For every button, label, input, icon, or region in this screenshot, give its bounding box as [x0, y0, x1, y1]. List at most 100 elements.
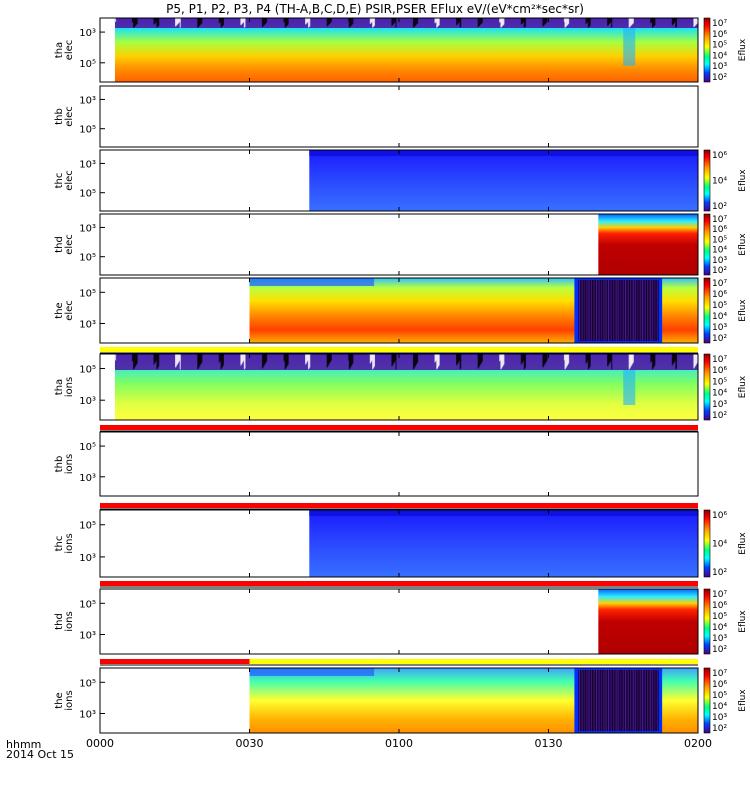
- gap-speck: [590, 280, 592, 341]
- gap-speck: [652, 670, 654, 731]
- gap-speck: [584, 670, 586, 731]
- gap-speck: [645, 280, 647, 341]
- gap-speck: [632, 670, 634, 731]
- colorbar-title: Eflux: [738, 38, 748, 61]
- y-tick-label: 10⁵: [79, 365, 96, 376]
- gap-speck: [619, 280, 621, 341]
- noise-speck: [563, 354, 566, 361]
- gap-speck: [612, 280, 614, 341]
- colorbar-label: 10⁵: [712, 691, 727, 701]
- noise-speck: [651, 18, 654, 28]
- noise-speck: [520, 354, 522, 365]
- time-axis-label: hhmm: [6, 738, 42, 751]
- noise-speck: [564, 354, 566, 370]
- gap-speck: [644, 670, 646, 731]
- gap-speck: [638, 280, 640, 341]
- colorbar-label: 10²: [712, 724, 727, 734]
- gap-speck: [650, 280, 652, 341]
- gap-speck: [654, 280, 656, 341]
- colorbar-title: Eflux: [738, 689, 748, 712]
- noise-speck: [477, 354, 479, 369]
- colorbar-thd-elec: [703, 213, 711, 276]
- gap-speck: [644, 280, 646, 341]
- gap-speck: [618, 670, 620, 731]
- y-tick-label: 10⁵: [79, 521, 96, 532]
- noise-band-tha-elec: [114, 18, 698, 28]
- spectrogram-thc-ions: [309, 510, 698, 577]
- gap-speck: [580, 670, 582, 731]
- panel-ylabel-thd-elec-probe: thd: [54, 236, 65, 253]
- noise-speck: [693, 18, 695, 27]
- gap-speck: [635, 280, 637, 341]
- noise-speck: [305, 18, 307, 25]
- panel-ylabel-thb-elec-species: elec: [64, 106, 75, 127]
- gap-speck: [593, 670, 595, 731]
- noise-speck: [542, 354, 544, 368]
- panel-ylabel-thb-ions-probe: thb: [54, 456, 65, 473]
- panel-frame-thb-elec: [99, 85, 699, 148]
- gap-speck: [578, 280, 580, 341]
- noise-speck: [153, 354, 155, 365]
- noise-speck: [520, 18, 522, 25]
- gap-speck: [628, 670, 630, 731]
- gap-speck: [584, 280, 586, 341]
- gap-speck: [652, 280, 654, 341]
- gap-speck: [613, 670, 615, 731]
- x-tick-label: 0030: [236, 737, 264, 750]
- gap-speck: [628, 280, 630, 341]
- noise-speck: [459, 354, 461, 370]
- gap-speck: [610, 670, 612, 731]
- gap-speck: [590, 670, 592, 731]
- gap-speck: [586, 280, 588, 341]
- noise-speck: [650, 354, 652, 363]
- y-tick-label: 10⁵: [79, 599, 96, 610]
- y-tick-label: 10³: [79, 28, 96, 39]
- gap-speck: [603, 280, 605, 341]
- gap-speck: [604, 670, 606, 731]
- y-tick-label: 10³: [79, 320, 96, 331]
- gap-speck: [581, 670, 583, 731]
- colorbar-tha-elec: [703, 17, 711, 83]
- gap-speck: [647, 670, 649, 731]
- gap-speck: [598, 670, 600, 731]
- y-tick-label: 10⁵: [79, 288, 96, 299]
- gap-speck: [606, 670, 608, 731]
- gap-speck: [643, 280, 645, 341]
- gap-speck: [585, 280, 587, 341]
- gap-speck: [627, 280, 629, 341]
- gap-speck: [652, 280, 654, 341]
- gap-speck: [622, 280, 624, 341]
- gap-speck: [607, 670, 609, 731]
- gap-speck: [615, 280, 617, 341]
- colorbar-label: 10⁶: [712, 511, 727, 521]
- noise-speck: [261, 18, 264, 27]
- noise-speck: [523, 18, 525, 28]
- panel-ylabel-thb-ions-species: ions: [64, 454, 75, 474]
- y-tick-label: 10³: [79, 95, 96, 106]
- noise-speck: [175, 354, 177, 368]
- gap-speck: [595, 670, 597, 731]
- y-tick-label: 10³: [79, 396, 96, 407]
- gap-speck: [587, 670, 589, 731]
- noise-speck: [628, 18, 630, 28]
- colorbar-label: 10²: [712, 202, 727, 212]
- gap-speck: [625, 670, 627, 731]
- noise-speck: [607, 18, 609, 26]
- noise-speck: [650, 18, 652, 24]
- noise-speck: [369, 354, 371, 364]
- colorbar-label: 10⁷: [712, 19, 727, 29]
- y-tick-label: 10³: [79, 159, 96, 170]
- gap-speck: [583, 280, 585, 341]
- gap-speck: [634, 670, 636, 731]
- gap-speck: [616, 280, 618, 341]
- gap-speck: [626, 670, 628, 731]
- gap-speck: [578, 280, 580, 341]
- flux-dip: [623, 370, 636, 405]
- colorbar-label: 10³: [712, 323, 727, 333]
- noise-speck: [243, 354, 246, 370]
- x-tick-label: 0100: [385, 737, 413, 750]
- noise-speck: [459, 18, 461, 28]
- spectrogram-thd-ions: [598, 589, 698, 654]
